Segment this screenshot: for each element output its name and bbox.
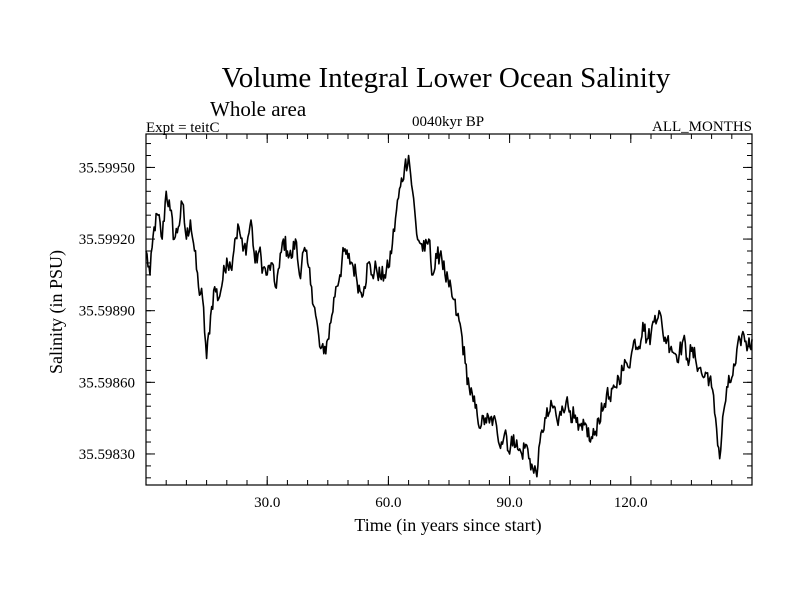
y-tick-label: 35.59920 [79,232,135,248]
header-center: 0040kyr BP [412,114,484,130]
chart-title: Volume Integral Lower Ocean Salinity [222,62,671,94]
header-left: Expt = teitC [146,120,219,136]
tick-marks [146,134,752,485]
tick-labels: 35.59830 35.59860 35.59890 35.59920 35.59950… [79,160,648,511]
x-tick-label: 120.0 [614,495,648,511]
y-tick-label: 35.59950 [79,160,135,176]
header-right: ALL_MONTHS [652,119,752,135]
y-axis-label: Salinity (in PSU) [46,250,67,374]
salinity-series-line [145,154,753,478]
y-tick-label: 35.59860 [79,375,135,391]
y-tick-label: 35.59890 [79,304,135,320]
x-tick-label: 30.0 [254,495,280,511]
x-tick-label: 90.0 [496,495,522,511]
chart-subtitle: Whole area [210,97,307,121]
x-axis-label: Time (in years since start) [354,515,541,536]
x-tick-label: 60.0 [375,495,401,511]
y-tick-label: 35.59830 [79,447,135,463]
